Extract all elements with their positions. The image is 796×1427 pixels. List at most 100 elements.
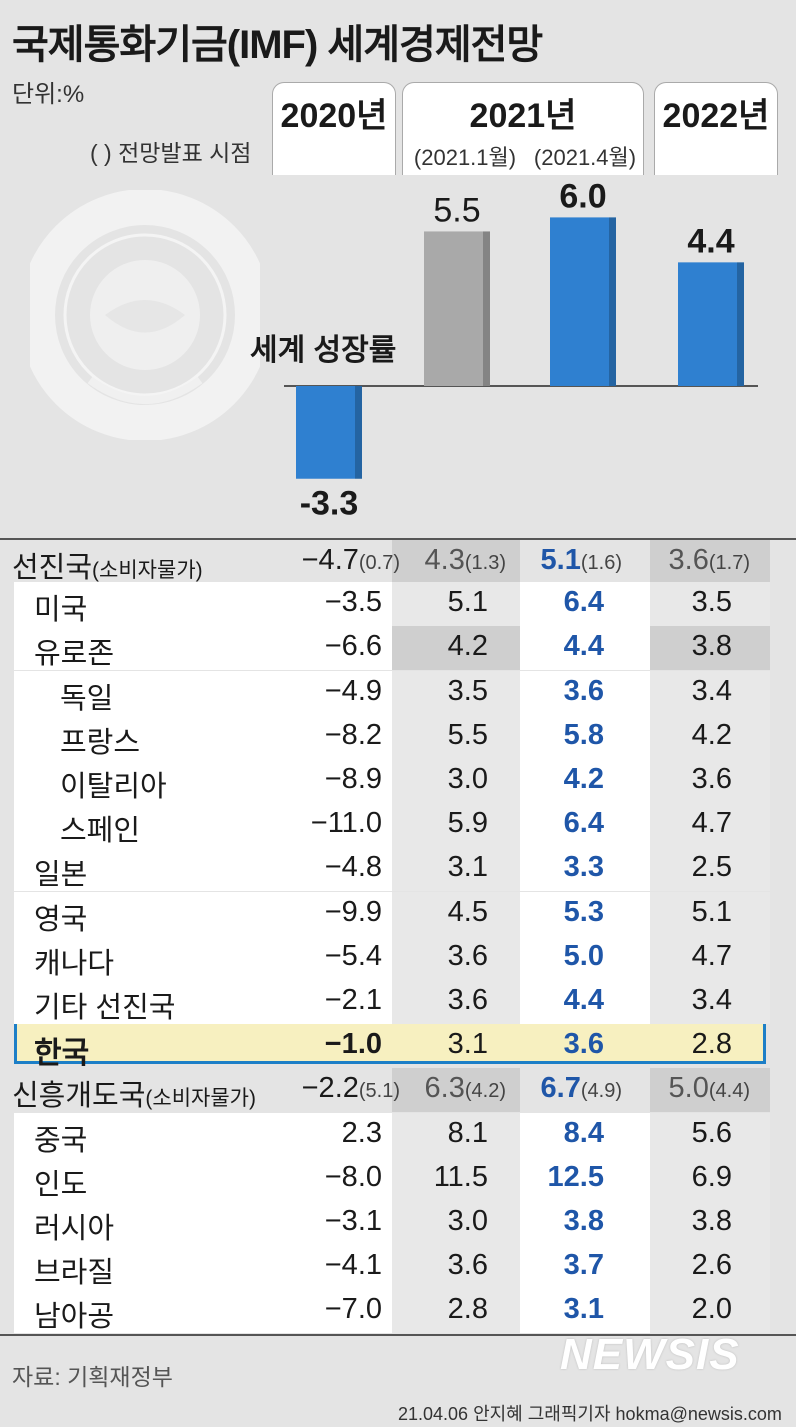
cell-v21b: 4.4 [563, 630, 604, 663]
row-name: 일본 [34, 859, 88, 892]
cell-v21a: 2.8 [447, 1293, 488, 1326]
unit-label: 단위:% [12, 81, 85, 108]
table-row: 영국 −9.9 4.5 5.3 5.1 [0, 891, 796, 936]
row-name: 러시아 [34, 1213, 115, 1245]
cell-v21b: 6.4 [563, 586, 604, 619]
row-name: 미국 [34, 594, 88, 627]
cell-v21b: 12.5 [547, 1160, 604, 1193]
imf-seal-icon [30, 190, 260, 440]
row-name: 기타 선진국 [34, 992, 176, 1024]
table-row: 신흥개도국(소비자물가) −2.2(5.1) 6.3(4.2) 6.7(4.9) 5.0… [0, 1068, 796, 1113]
row-name: 중국 [34, 1124, 88, 1157]
cell-v2020: −6.6 [324, 630, 382, 663]
cell-v21a: 5.9 [447, 807, 488, 840]
row-name: 인도 [34, 1168, 88, 1201]
row-name: 이탈리아 [60, 771, 167, 803]
bar-value-label-0: -3.3 [300, 485, 359, 523]
cell-v22: 3.6(1.7) [668, 544, 750, 576]
cell-v2020: −4.8 [324, 851, 382, 884]
bar-value-label-3: 4.4 [687, 222, 734, 260]
cell-v22: 3.8 [691, 1205, 732, 1237]
cell-v21a: 11.5 [433, 1160, 488, 1193]
row-name: 브라질 [34, 1257, 115, 1290]
cell-v2020: −2.2(5.1) [301, 1072, 400, 1105]
table-row: 프랑스 −8.2 5.5 5.8 4.2 [0, 714, 796, 759]
table-row: 브라질 −4.1 3.6 3.7 2.6 [0, 1245, 796, 1290]
table-row: 유로존 −6.6 4.2 4.4 3.8 [0, 626, 796, 671]
cell-v22: 6.9 [691, 1160, 732, 1193]
bar-1 [424, 231, 490, 386]
table-row: 남아공 −7.0 2.8 3.1 2.0 [0, 1289, 796, 1334]
cell-v21a: 3.1 [447, 851, 488, 884]
cell-v2020: −8.2 [324, 718, 382, 751]
cell-v2020: −4.7(0.7) [301, 544, 400, 576]
row-name: 캐나다 [34, 947, 115, 980]
header-2022 [654, 82, 778, 175]
credit-label: 21.04.06 안지혜 그래픽기자 hokma@newsis.com [398, 1404, 782, 1424]
cell-v2020: −8.0 [324, 1160, 382, 1193]
bar-3 [678, 262, 744, 386]
row-name: 영국 [34, 903, 88, 936]
cell-v22: 4.7 [691, 807, 732, 840]
cell-v21b: 6.7(4.9) [540, 1072, 622, 1105]
cell-v22: 2.5 [691, 851, 732, 884]
cell-v2020: 2.3 [341, 1116, 382, 1149]
cell-v2020: −3.5 [324, 586, 382, 619]
cell-v21b: 3.6 [563, 674, 604, 707]
cell-v2020: −4.1 [324, 1249, 382, 1282]
source-label: 자료: 기획재정부 [12, 1364, 173, 1390]
cell-v22: 5.6 [691, 1116, 732, 1149]
cell-v2020: −2.1 [324, 984, 382, 1016]
row-name: 프랑스 [60, 726, 141, 759]
bar-value-label-1: 5.5 [433, 191, 480, 229]
row-name: 독일 [60, 682, 114, 715]
row-name: 선진국(소비자물가) [12, 552, 203, 584]
cell-v22: 2.8 [691, 1028, 732, 1061]
cell-v21a: 3.0 [447, 1205, 488, 1237]
table-row: 중국 2.3 8.1 8.4 5.6 [0, 1112, 796, 1157]
cell-v21b: 6.4 [563, 807, 604, 840]
cell-v22: 5.1 [691, 895, 732, 928]
cell-v2020: −3.1 [324, 1205, 382, 1237]
cell-v21a: 3.6 [447, 1249, 488, 1282]
cell-v22: 5.0(4.4) [668, 1072, 750, 1105]
cell-v21b: 5.3 [563, 895, 604, 928]
cell-v21a: 3.6 [447, 939, 488, 972]
cell-v21b: 4.2 [563, 763, 604, 795]
cell-v22: 4.7 [691, 939, 732, 972]
note-label: ( ) 전망발표 시점 [90, 140, 252, 166]
cell-v21a: 3.6 [447, 984, 488, 1016]
cell-v21b: 3.7 [563, 1249, 604, 1282]
bar-0 [296, 386, 362, 479]
cell-v22: 2.6 [691, 1249, 732, 1282]
cell-v21b: 3.3 [563, 851, 604, 884]
row-name: 신흥개도국(소비자물가) [12, 1080, 256, 1113]
cell-v21a: 4.3(1.3) [424, 544, 506, 576]
cell-v21a: 8.1 [447, 1116, 488, 1149]
table-row: 한국 −1.0 3.1 3.6 2.8 [0, 1024, 796, 1070]
table-row: 인도 −8.0 11.5 12.5 6.9 [0, 1156, 796, 1201]
cell-v22: 4.2 [691, 718, 732, 751]
chart-title: 세계 성장률 [250, 334, 396, 367]
table-row: 선진국(소비자물가) −4.7(0.7) 4.3(1.3) 5.1(1.6) 3.6(1… [0, 538, 796, 584]
cell-v22: 2.0 [691, 1293, 732, 1326]
table-row: 이탈리아 −8.9 3.0 4.2 3.6 [0, 759, 796, 803]
cell-v21a: 3.1 [447, 1028, 488, 1061]
header-2021 [402, 82, 644, 175]
table-bottom-line [0, 1333, 796, 1336]
cell-v21b: 8.4 [563, 1116, 604, 1149]
cell-v21a: 4.5 [447, 895, 488, 928]
cell-v21b: 4.4 [563, 984, 604, 1016]
cell-v22: 3.5 [691, 586, 732, 619]
row-name: 한국 [34, 1037, 90, 1071]
bar-2 [550, 217, 616, 386]
row-name: 스페인 [60, 815, 141, 848]
cell-v21a: 6.3(4.2) [424, 1072, 506, 1105]
table-row: 러시아 −3.1 3.0 3.8 3.8 [0, 1201, 796, 1245]
cell-v2020: −1.0 [324, 1028, 382, 1061]
bar-shade-0 [355, 386, 362, 479]
cell-v2020: −11.0 [310, 807, 382, 840]
cell-v21b: 3.1 [563, 1293, 604, 1326]
bar-shade-1 [483, 231, 490, 386]
cell-v21b: 5.8 [563, 718, 604, 751]
